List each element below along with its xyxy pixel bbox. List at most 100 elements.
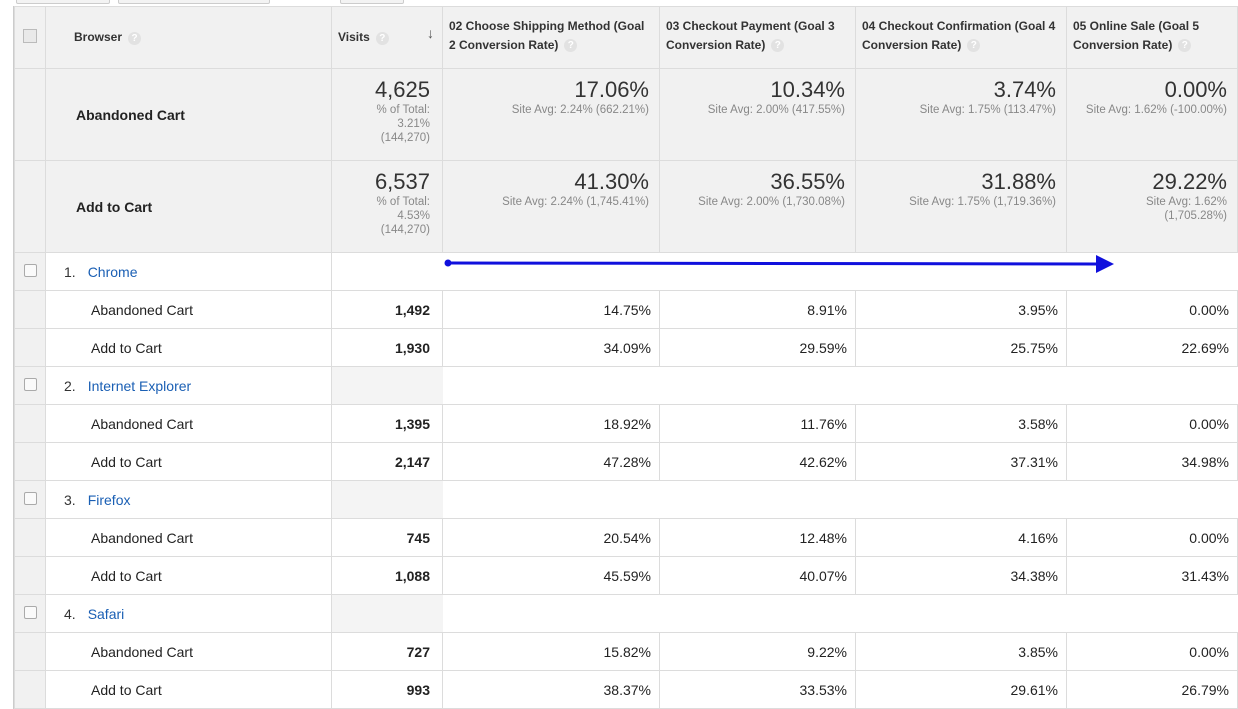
- browser-visits-empty: [331, 252, 443, 291]
- browser-row-firefox: 3. Firefox: [14, 480, 1238, 519]
- toolbar-button[interactable]: [118, 0, 270, 4]
- browser-name-cell: 2. Internet Explorer: [45, 366, 332, 405]
- blue-arrow-annotation: [444, 255, 1114, 273]
- summary-goal-avg-cont: (1,705.28%): [1164, 210, 1227, 222]
- summary-goal-avg: Site Avg: 1.62% (-100.00%): [1085, 104, 1227, 116]
- browser-name-cell: 3. Firefox: [45, 480, 332, 519]
- summary-visits: 6,537 % of Total: 4.53% (144,270): [331, 160, 443, 253]
- segment-name: Abandoned Cart: [45, 404, 332, 443]
- header-goal-5[interactable]: 05 Online Sale (Goal 5 Conversion Rate)?: [1066, 6, 1238, 69]
- visits-value: 745: [331, 518, 443, 557]
- header-browser-label: Browser: [74, 30, 123, 45]
- summary-visits-total: (144,270): [380, 224, 430, 236]
- summary-goal-value: 17.06%: [574, 77, 649, 102]
- browser-link[interactable]: Chrome: [87, 263, 138, 280]
- goal-5-value: 34.98%: [1066, 442, 1238, 481]
- browser-metrics-empty: [443, 595, 1238, 633]
- table-row: Add to Cart 993 38.37% 33.53% 29.61% 26.…: [14, 670, 1238, 709]
- row-checkbox[interactable]: [23, 263, 37, 277]
- row-index: 1.: [64, 263, 76, 280]
- browser-row-chrome: 1. Chrome: [14, 252, 1238, 291]
- browser-visits-empty: [331, 366, 443, 405]
- goal-3-value: 12.48%: [659, 518, 856, 557]
- summary-segment-name: Add to Cart: [45, 160, 332, 253]
- summary-goal-avg: Site Avg: 1.62%: [1146, 196, 1227, 208]
- goal-5-value: 0.00%: [1066, 632, 1238, 671]
- header-goal-3[interactable]: 03 Checkout Payment (Goal 3 Conversion R…: [659, 6, 856, 69]
- visits-value: 1,492: [331, 290, 443, 329]
- summary-goal-value: 0.00%: [1164, 77, 1227, 102]
- select-all-cell: [14, 6, 46, 69]
- table-row: Abandoned Cart 727 15.82% 9.22% 3.85% 0.…: [14, 632, 1238, 671]
- header-goal-2[interactable]: 02 Choose Shipping Method (Goal 2 Conver…: [442, 6, 660, 69]
- goal-5-value: 22.69%: [1066, 328, 1238, 367]
- help-icon[interactable]: ?: [564, 39, 578, 53]
- browser-link[interactable]: Internet Explorer: [87, 377, 192, 394]
- header-goal-5-label: 05 Online Sale (Goal 5 Conversion Rate): [1073, 19, 1200, 52]
- summary-row-add-to-cart: Add to Cart 6,537 % of Total: 4.53% (144…: [14, 160, 1238, 253]
- goal-4-value: 34.38%: [855, 556, 1067, 595]
- summary-visits-pct: 4.53%: [397, 210, 430, 222]
- header-row: Browser? Visits? ↓ 02 Choose Shipping Met…: [14, 6, 1238, 69]
- goal-3-value: 11.76%: [659, 404, 856, 443]
- segment-name: Abandoned Cart: [45, 518, 332, 557]
- browser-visits-empty: [331, 480, 443, 519]
- browser-link[interactable]: Safari: [87, 605, 125, 622]
- browser-metrics-empty: [443, 367, 1238, 405]
- visits-value: 727: [331, 632, 443, 671]
- goal-4-value: 3.85%: [855, 632, 1067, 671]
- visits-value: 993: [331, 670, 443, 709]
- row-checkbox[interactable]: [23, 491, 37, 505]
- segment-name: Add to Cart: [45, 442, 332, 481]
- goal-4-value: 3.58%: [855, 404, 1067, 443]
- row-empty-cell: [14, 556, 46, 595]
- help-icon[interactable]: ?: [375, 31, 389, 45]
- header-goal-3-label: 03 Checkout Payment (Goal 3 Conversion R…: [666, 19, 835, 52]
- row-checkbox-cell: [14, 366, 46, 405]
- report-table-container: Browser? Visits? ↓ 02 Choose Shipping Met…: [13, 6, 1238, 709]
- row-index: 4.: [64, 605, 76, 622]
- summary-goal-avg: Site Avg: 2.00% (1,730.08%): [698, 196, 845, 208]
- summary-goal-avg: Site Avg: 1.75% (113.47%): [919, 104, 1056, 116]
- summary-goal-2: 17.06% Site Avg: 2.24% (662.21%): [442, 68, 660, 161]
- goal-2-value: 34.09%: [442, 328, 660, 367]
- visits-value: 1,088: [331, 556, 443, 595]
- summary-visits: 4,625 % of Total: 3.21% (144,270): [331, 68, 443, 161]
- help-icon[interactable]: ?: [967, 39, 981, 53]
- header-visits[interactable]: Visits? ↓: [331, 6, 443, 69]
- summary-visits-value: 6,537: [374, 169, 430, 194]
- goal-2-value: 38.37%: [442, 670, 660, 709]
- toolbar-button[interactable]: [340, 0, 404, 4]
- goal-5-value: 31.43%: [1066, 556, 1238, 595]
- goal-5-value: 26.79%: [1066, 670, 1238, 709]
- segment-name: Abandoned Cart: [45, 290, 332, 329]
- row-checkbox[interactable]: [23, 605, 37, 619]
- summary-goal-value: 29.22%: [1152, 169, 1227, 194]
- table-row: Add to Cart 2,147 47.28% 42.62% 37.31% 3…: [14, 442, 1238, 481]
- help-icon[interactable]: ?: [1178, 39, 1192, 53]
- summary-segment-name: Abandoned Cart: [45, 68, 332, 161]
- visits-value: 2,147: [331, 442, 443, 481]
- help-icon[interactable]: ?: [128, 31, 142, 45]
- header-browser[interactable]: Browser?: [45, 6, 332, 69]
- row-checkbox-cell: [14, 252, 46, 291]
- goal-4-value: 25.75%: [855, 328, 1067, 367]
- goal-4-value: 29.61%: [855, 670, 1067, 709]
- help-icon[interactable]: ?: [771, 39, 785, 53]
- browser-link[interactable]: Firefox: [87, 491, 131, 508]
- row-empty-cell: [14, 518, 46, 557]
- summary-visits-value: 4,625: [374, 77, 430, 102]
- summary-empty-cell: [14, 160, 46, 253]
- toolbar-button[interactable]: [16, 0, 110, 4]
- select-all-checkbox[interactable]: [23, 29, 37, 43]
- table-row: Abandoned Cart 1,492 14.75% 8.91% 3.95% …: [14, 290, 1238, 329]
- sort-down-arrow-icon[interactable]: ↓: [427, 25, 434, 41]
- report-table: Browser? Visits? ↓ 02 Choose Shipping Met…: [14, 6, 1238, 709]
- goal-2-value: 15.82%: [442, 632, 660, 671]
- header-goal-4[interactable]: 04 Checkout Confirmation (Goal 4 Convers…: [855, 6, 1067, 69]
- summary-goal-4: 3.74% Site Avg: 1.75% (113.47%): [855, 68, 1067, 161]
- row-index: 2.: [64, 377, 76, 394]
- goal-2-value: 20.54%: [442, 518, 660, 557]
- row-checkbox[interactable]: [23, 377, 37, 391]
- segment-name: Add to Cart: [45, 670, 332, 709]
